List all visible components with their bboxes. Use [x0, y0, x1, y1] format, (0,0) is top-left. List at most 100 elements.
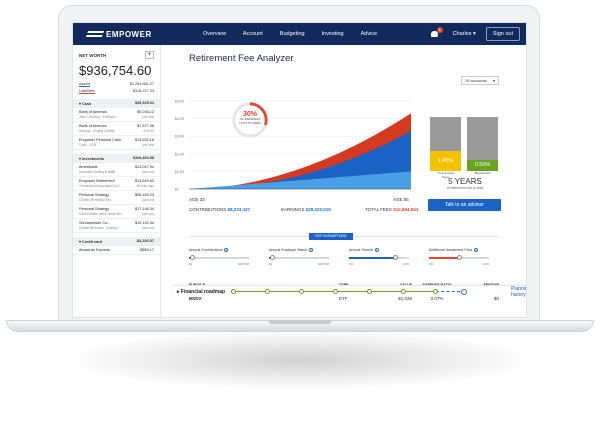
y-tick-label: $3.0M	[175, 135, 184, 139]
section-total: $35,325.31	[134, 101, 154, 105]
slider-fill	[349, 257, 395, 260]
slider-range: $0 $20,500	[269, 262, 329, 266]
slider-handle[interactable]	[393, 255, 398, 261]
slider-range: $0 $20,500	[189, 262, 249, 266]
account-sub: Charles Bertowski IRA	[79, 198, 111, 202]
roadmap-step[interactable]	[433, 289, 439, 294]
logo-text: EMPOWER	[106, 29, 152, 39]
account-sub: Savings - Ending in 8888	[79, 129, 115, 133]
dropdown-value: 19 accounts	[465, 78, 487, 83]
slider-handle[interactable]	[270, 255, 275, 261]
your-fees-label: Your Annual Fees	[430, 171, 461, 179]
roadmap-label[interactable]: ▸ Financial roadmap	[177, 288, 226, 295]
slider-track[interactable]	[269, 255, 329, 261]
roadmap-step[interactable]	[265, 289, 271, 294]
account-name: Empower Personal Cash	[79, 138, 121, 142]
nav-budgeting[interactable]: Budgeting	[279, 31, 305, 37]
account-row[interactable]: Personal Strategy Sarah Walker and Charle…	[73, 205, 160, 219]
slider-label-text: Annual Employer Match	[269, 248, 308, 252]
nav-overview[interactable]: Overview	[203, 31, 226, 37]
slider-track[interactable]	[429, 255, 489, 261]
edit-assumptions-button[interactable]: EDIT ASSUMPTIONS	[309, 233, 353, 240]
account-sub: Connected Enterprises Llc K...	[79, 184, 123, 188]
y-tick-label: $2.0M	[175, 152, 184, 156]
chart-totals: CONTRIBUTIONS $8,233,437 EARNINGS $29,22…	[189, 207, 499, 212]
roadmap-step[interactable]	[231, 289, 237, 294]
planning-history-link[interactable]: Planning history	[511, 285, 526, 298]
net-worth-value: $936,754.60	[79, 63, 152, 78]
assets-label: Assets	[79, 82, 91, 87]
section-investments[interactable]: ▾ Investments $266,403.58	[73, 154, 160, 163]
talk-to-advisor-button[interactable]: Talk to an advisor	[428, 199, 501, 211]
nav-links: Overview Account Budgeting Investing Adv…	[203, 31, 394, 37]
user-menu[interactable]: Charles ▾	[452, 31, 476, 37]
assets-row[interactable]: Assets $1,254,981.07	[73, 81, 160, 88]
account-row[interactable]: Bank of America Joint Checking - Ending i…	[73, 108, 160, 122]
roadmap-step[interactable]	[367, 289, 373, 294]
y-tick-label: $4.0M	[175, 117, 184, 121]
roadmap-step[interactable]	[401, 289, 407, 294]
logo[interactable]: EMPOWER	[85, 29, 187, 39]
account-row[interactable]: Bank of America Savings - Ending in 8888 …	[73, 122, 160, 136]
account-time: 45 mins ago	[136, 184, 154, 188]
section-name: Cash	[81, 102, 92, 106]
liabilities-value: $318,227.03	[132, 89, 154, 93]
section-cash[interactable]: ▾ Cash $35,325.31	[73, 99, 160, 108]
page-title: Retirement Fee Analyzer	[189, 53, 294, 64]
fees-value: $12,654,944	[393, 207, 419, 212]
nav-investing[interactable]: Investing	[321, 31, 344, 37]
cell-fund: BNDX	[189, 296, 202, 301]
slider-track[interactable]	[349, 255, 409, 261]
account-row[interactable]: Empower Personal Cash Cash - 1234 $13,692…	[73, 136, 160, 150]
slider-employer-match: Annual Employer Match i $0 $20,500	[269, 248, 329, 266]
slider-handle[interactable]	[457, 255, 462, 261]
slider-label: Annual Contributions i	[189, 248, 249, 253]
user-name: Charles	[452, 31, 472, 37]
slider-fill	[429, 257, 459, 260]
account-value: $13,649.62	[134, 179, 154, 183]
table-row[interactable]: BNDX ETF $1,028 0.07% $0	[189, 291, 499, 303]
slider-track[interactable]	[189, 255, 249, 261]
your-fees-label-1: Your Annual	[437, 171, 454, 175]
accounts-dropdown[interactable]: 19 accounts ▾	[461, 76, 499, 85]
slider-handle[interactable]	[190, 255, 195, 261]
account-time: just now	[142, 212, 154, 216]
account-row[interactable]: Ameritrade Securities Ending in 8888 $13,…	[73, 163, 160, 177]
slider-max: $20,500	[238, 262, 249, 267]
roadmap-step[interactable]	[299, 289, 305, 294]
your-fees-label-2: Fees	[442, 175, 449, 179]
logo-mark-icon	[85, 31, 105, 37]
nav-advice[interactable]: Advice	[360, 31, 378, 37]
info-icon[interactable]: i	[474, 248, 479, 253]
account-time: just now	[142, 198, 154, 202]
signout-button[interactable]: Sign out	[485, 27, 520, 41]
account-row[interactable]: Empower Retirement Connected Enterprises …	[73, 177, 160, 191]
account-row[interactable]: American Express -$850.17	[73, 246, 160, 255]
notifications-bell-icon[interactable]: 4	[430, 26, 443, 39]
donut-label: 30% OF EARNINGS LOST TO FEES	[231, 111, 269, 125]
y-tick-label: $5.0M	[175, 100, 184, 104]
nav-right: 4 Charles ▾ Sign out	[430, 26, 520, 41]
slider-range: 0% 3.0%	[429, 262, 489, 266]
nav-account[interactable]: Account	[242, 31, 263, 37]
info-icon[interactable]: i	[224, 248, 229, 253]
liabilities-row[interactable]: Liabilities $318,227.03	[73, 88, 160, 95]
info-icon[interactable]: i	[374, 248, 379, 253]
cell-expense-ratio: 0.07%	[430, 296, 444, 301]
section-credit-card[interactable]: ▾ Credit card -$4,206.57	[73, 237, 160, 246]
roadmap-track	[231, 288, 468, 296]
account-row[interactable]: Personal Strategy Charles Bertowski IRA $…	[73, 191, 160, 205]
account-sub: Joint Checking - Ending in ...	[79, 115, 120, 119]
slider-min: $0	[269, 262, 273, 267]
account-name: Personal Strategy	[79, 207, 110, 211]
benchmark-fill: 0.50%	[467, 160, 498, 171]
account-sub: Cash - 1234	[79, 143, 97, 147]
account-row[interactable]: Scholarshare Co... Charlie Bertowski - En…	[73, 219, 160, 233]
roadmap-step[interactable]	[333, 289, 339, 294]
add-account-button[interactable]: +	[145, 51, 154, 59]
earnings-value: $29,222,515	[305, 207, 331, 212]
your-fees-bar: 1.45%	[430, 117, 461, 171]
earnings-total: EARNINGS $29,222,515	[281, 207, 365, 212]
info-icon[interactable]: i	[309, 248, 314, 253]
account-value: $9,036.12	[137, 110, 154, 114]
